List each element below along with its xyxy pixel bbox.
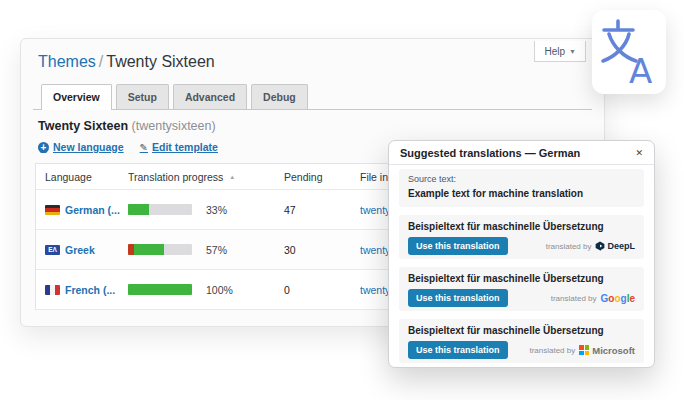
- theme-name: Twenty Sixteen: [38, 119, 128, 133]
- svg-text:A: A: [629, 51, 652, 87]
- microsoft-logo-text: Microsoft: [592, 345, 635, 356]
- panel-header: Suggested translations — German ✕: [389, 141, 654, 165]
- action-links: + New language ✎ Edit template: [38, 141, 218, 153]
- translate-icon: A: [598, 17, 660, 87]
- suggestion-google: Beispieltext für maschinelle Übersetzung…: [399, 267, 644, 311]
- help-label: Help: [544, 46, 565, 57]
- column-header-progress[interactable]: Translation progress ▲: [128, 171, 284, 183]
- pending-count: 30: [284, 244, 360, 256]
- new-language-label: New language: [53, 141, 124, 153]
- suggestion-deepl: Beispieltext für maschinelle Übersetzung…: [399, 215, 644, 259]
- close-icon[interactable]: ✕: [635, 148, 643, 158]
- suggested-translations-panel: Suggested translations — German ✕ Source…: [388, 140, 655, 368]
- tab-overview[interactable]: Overview: [41, 84, 112, 110]
- theme-slug: (twentysixteen): [132, 119, 216, 133]
- new-language-link[interactable]: + New language: [38, 141, 124, 153]
- progress-bar-greek: [128, 244, 192, 255]
- attribution-google: translated by Google: [551, 293, 635, 304]
- progress-percent: 33%: [206, 204, 227, 216]
- tab-bar: Overview Setup Advanced Debug: [41, 83, 308, 109]
- suggestion-text: Beispieltext für maschinelle Übersetzung: [408, 325, 635, 336]
- attribution-microsoft: translated by Microsoft: [529, 345, 635, 356]
- tab-setup[interactable]: Setup: [116, 84, 169, 110]
- google-logo-text: Google: [601, 293, 635, 304]
- pencil-icon: ✎: [140, 142, 148, 153]
- tab-advanced[interactable]: Advanced: [173, 84, 247, 110]
- edit-template-link[interactable]: ✎ Edit template: [140, 141, 218, 153]
- progress-bar-german: [128, 204, 192, 215]
- language-link-french[interactable]: French (...: [65, 284, 115, 296]
- use-translation-button-deepl[interactable]: Use this translation: [408, 237, 508, 255]
- source-text-box: Source text: Example text for machine tr…: [399, 169, 644, 207]
- microsoft-logo-icon: [579, 345, 589, 355]
- help-button[interactable]: Help ▼: [534, 41, 586, 62]
- sort-asc-icon: ▲: [229, 174, 235, 180]
- suggestion-text: Beispieltext für maschinelle Übersetzung: [408, 221, 635, 232]
- breadcrumb: Themes/Twenty Sixteen: [38, 53, 215, 71]
- edit-template-label: Edit template: [152, 141, 218, 153]
- flag-germany-icon: [45, 205, 60, 215]
- flag-france-icon: [45, 285, 60, 295]
- column-header-pending: Pending: [284, 171, 360, 183]
- progress-header-label: Translation progress: [128, 171, 223, 183]
- plus-icon: +: [38, 142, 49, 153]
- panel-title: Suggested translations — German: [400, 147, 580, 159]
- column-header-language: Language: [36, 171, 128, 183]
- translated-by-label: translated by: [546, 242, 592, 251]
- use-translation-button-google[interactable]: Use this translation: [408, 289, 508, 307]
- breadcrumb-themes-link[interactable]: Themes: [38, 53, 96, 70]
- theme-subtitle: Twenty Sixteen (twentysixteen): [38, 119, 216, 133]
- source-text-label: Source text:: [408, 174, 635, 184]
- breadcrumb-separator: /: [96, 53, 106, 70]
- suggestion-microsoft: Beispieltext für maschinelle Übersetzung…: [399, 319, 644, 363]
- progress-bar-french: [128, 284, 192, 295]
- use-translation-button-microsoft[interactable]: Use this translation: [408, 341, 508, 359]
- deepl-logo-icon: [595, 241, 605, 251]
- source-text-value: Example text for machine translation: [408, 188, 635, 199]
- pending-count: 47: [284, 204, 360, 216]
- progress-percent: 100%: [206, 284, 233, 296]
- translated-by-label: translated by: [529, 346, 575, 355]
- language-link-greek[interactable]: Greek: [65, 244, 95, 256]
- flag-greece-icon: ΕΛ: [45, 245, 60, 255]
- tab-divider: [33, 109, 592, 110]
- tab-debug[interactable]: Debug: [251, 84, 308, 110]
- translate-logo-card: A: [592, 10, 666, 94]
- pending-count: 0: [284, 284, 360, 296]
- progress-percent: 57%: [206, 244, 227, 256]
- chevron-down-icon: ▼: [569, 48, 576, 55]
- panel-body: Source text: Example text for machine tr…: [389, 165, 654, 369]
- page-title: Twenty Sixteen: [106, 53, 215, 70]
- deepl-logo-text: DeepL: [607, 241, 635, 251]
- language-link-german[interactable]: German (...: [65, 204, 120, 216]
- translated-by-label: translated by: [551, 294, 597, 303]
- suggestion-text: Beispieltext für maschinelle Übersetzung: [408, 273, 635, 284]
- attribution-deepl: translated by DeepL: [546, 241, 635, 251]
